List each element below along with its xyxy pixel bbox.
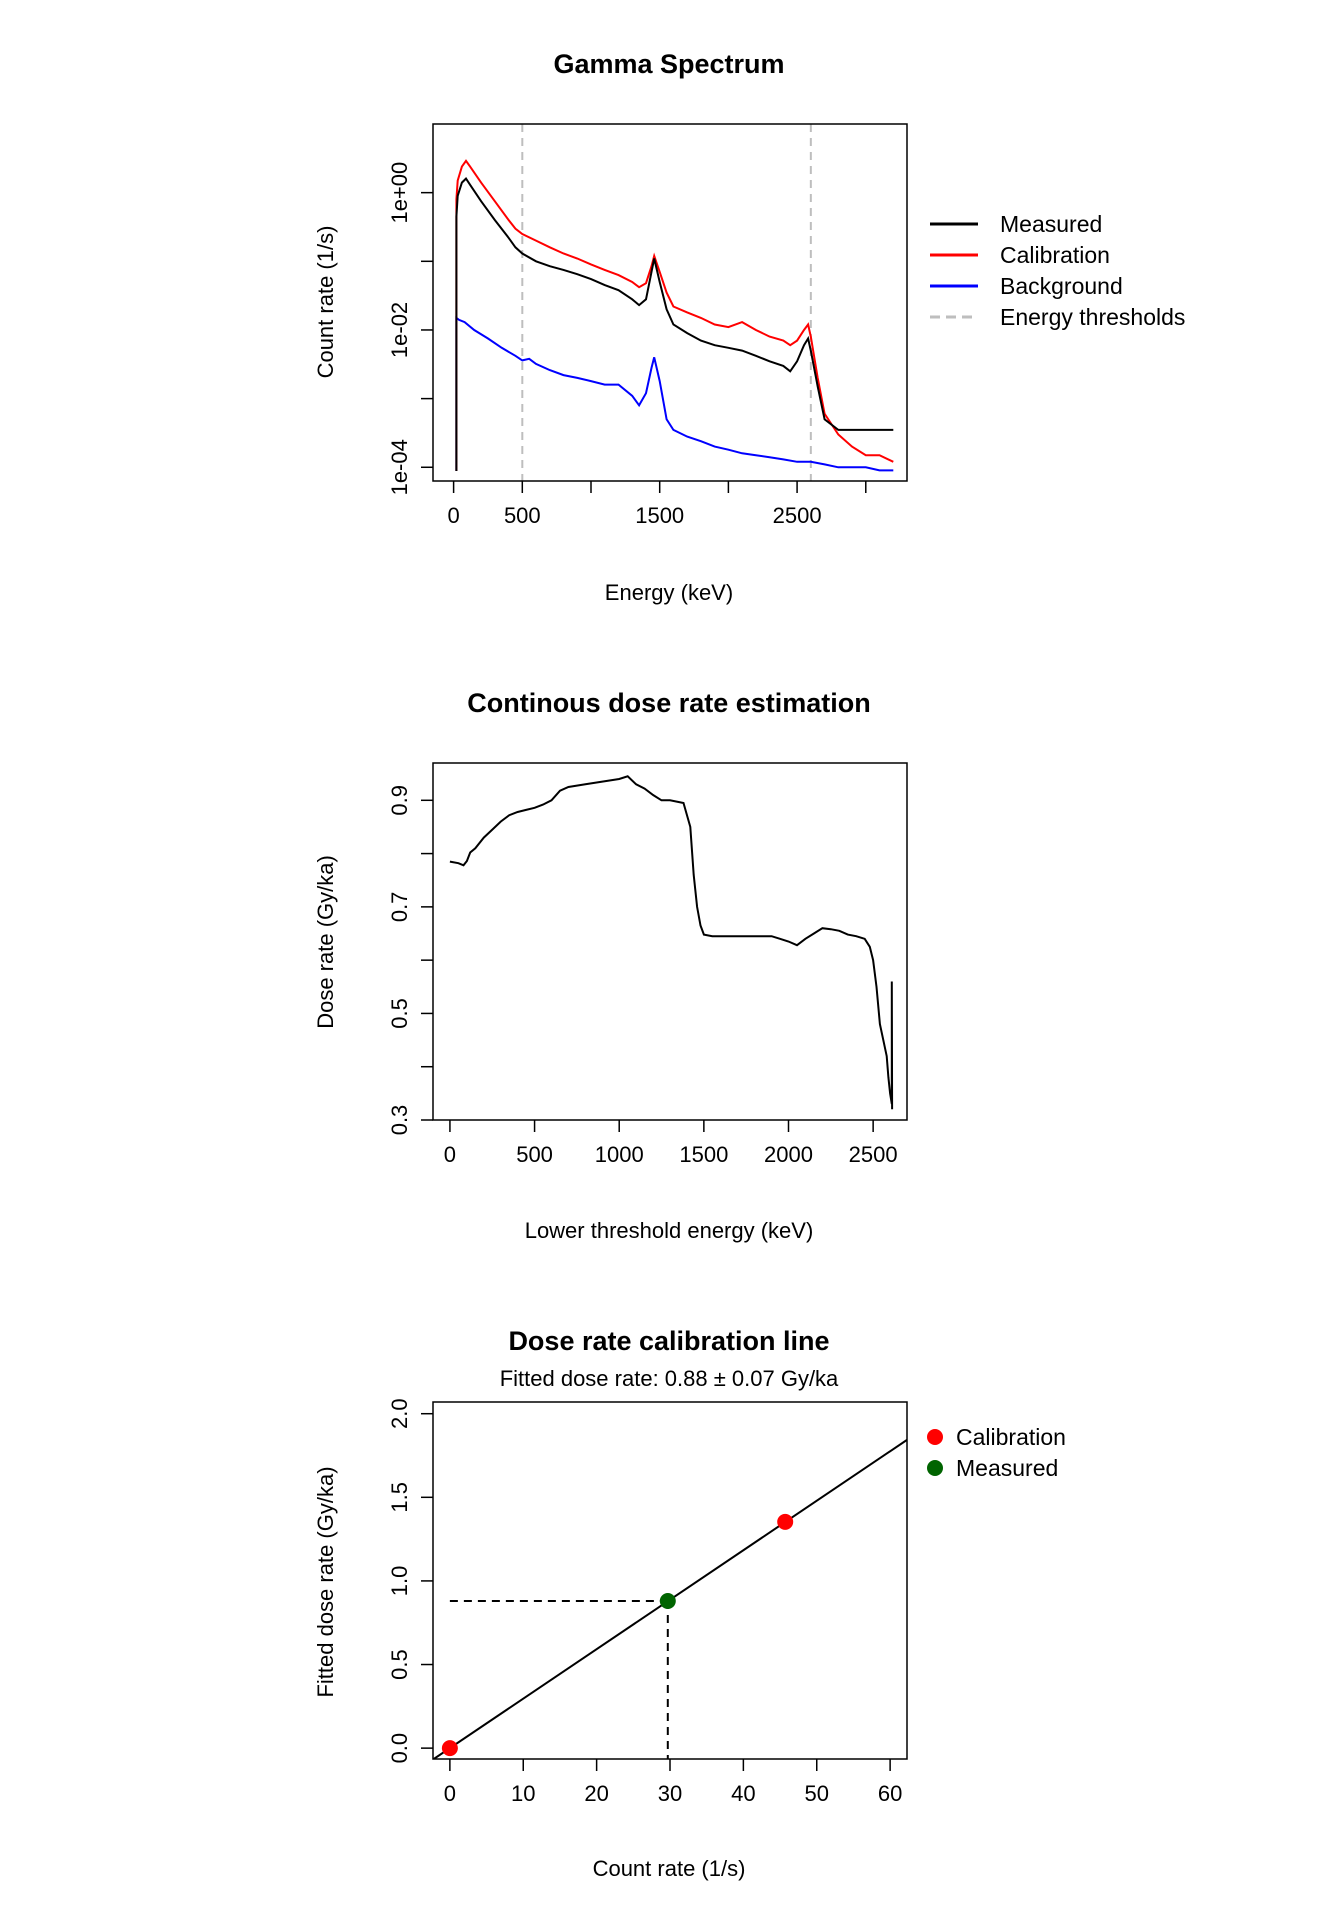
x-axis-label: Energy (keV): [605, 580, 733, 605]
gamma-spectrum-panel: Gamma Spectrum 0 500 1500 2500 1e-041e-021e…: [313, 49, 1185, 605]
legend-label-measured: Measured: [1000, 211, 1102, 237]
legend-label-calibration: Calibration: [956, 1424, 1066, 1450]
plot-box: [432, 762, 908, 1121]
x-tick-label: 0: [444, 1781, 456, 1806]
legend-label-measured: Measured: [956, 1455, 1058, 1481]
x-tick-label: 1500: [679, 1142, 728, 1167]
legend: Measured Calibration Background Energy t…: [930, 211, 1185, 330]
x-tick-label: 2500: [773, 503, 822, 528]
legend-key-measured: [927, 1460, 943, 1476]
x-tick-label: 60: [878, 1781, 902, 1806]
x-tick-label: 40: [731, 1781, 755, 1806]
series-line-background: [455, 315, 894, 472]
y-tick-label: 0.0: [387, 1733, 412, 1764]
point-measured: [659, 1592, 676, 1609]
dose-rate-line: [449, 775, 894, 1110]
y-tick-label: 1e-02: [387, 302, 412, 358]
dose-rate-estimation-panel: Continous dose rate estimation 0 500 1000 1…: [313, 688, 908, 1243]
y-axis: 0.3 0.5 0.7 0.9: [387, 785, 433, 1135]
plot-area: [455, 124, 894, 481]
y-tick-label: 1.5: [387, 1482, 412, 1513]
legend-label-calibration: Calibration: [1000, 242, 1110, 268]
y-tick-label: 0.5: [387, 1649, 412, 1680]
x-tick-label: 0: [447, 503, 459, 528]
y-axis-label: Count rate (1/s): [313, 226, 338, 379]
y-axis-label: Fitted dose rate (Gy/ka): [313, 1466, 338, 1697]
x-axis-label: Count rate (1/s): [593, 1856, 746, 1881]
x-tick-label: 50: [805, 1781, 829, 1806]
x-tick-label: 30: [658, 1781, 682, 1806]
chart-title: Continous dose rate estimation: [467, 688, 871, 718]
y-tick-label: 2.0: [387, 1398, 412, 1429]
x-tick-label: 2000: [764, 1142, 813, 1167]
x-axis-label: Lower threshold energy (keV): [525, 1218, 814, 1243]
y-axis: 0.0 0.5 1.0 1.5 2.0: [387, 1398, 433, 1763]
x-axis: 0 500 1000 1500 2000 2500: [444, 1120, 898, 1167]
point-calibration: [777, 1513, 794, 1530]
y-axis: 1e-04 1e-02 1e+00: [387, 162, 433, 495]
series-line-calibration: [455, 159, 894, 471]
plot-box: [432, 1401, 908, 1760]
x-tick-label: 20: [584, 1781, 608, 1806]
y-tick-label: 0.3: [387, 1105, 412, 1136]
x-tick-label: 0: [444, 1142, 456, 1167]
y-tick-label: 1.0: [387, 1566, 412, 1597]
calibration-line-panel: Dose rate calibration line Fitted dose r…: [313, 1326, 1066, 1881]
plot-area: [433, 1439, 907, 1759]
chart-title: Gamma Spectrum: [553, 49, 784, 79]
x-tick-label: 500: [504, 503, 541, 528]
legend-label-background: Background: [1000, 273, 1123, 299]
plot-box: [432, 123, 908, 482]
series-line-measured: [455, 177, 894, 471]
y-tick-label: 1e+00: [387, 162, 412, 224]
x-axis: 0 500 1500 2500: [447, 481, 867, 528]
x-tick-label: 1000: [595, 1142, 644, 1167]
legend: Calibration Measured: [927, 1424, 1066, 1481]
y-tick-label: 1e-04: [387, 439, 412, 495]
y-tick-label: 0.9: [387, 785, 412, 816]
x-tick-label: 1500: [635, 503, 684, 528]
y-tick-label: 0.7: [387, 892, 412, 923]
legend-key-calibration: [927, 1429, 943, 1445]
y-axis-label: Dose rate (Gy/ka): [313, 855, 338, 1029]
plot-area: [449, 775, 894, 1110]
chart-title: Dose rate calibration line: [508, 1326, 829, 1356]
point-calibration: [441, 1740, 458, 1757]
x-tick-label: 500: [516, 1142, 553, 1167]
chart-subtitle: Fitted dose rate: 0.88 ± 0.07 Gy/ka: [500, 1366, 839, 1391]
legend-label-energy-thresholds: Energy thresholds: [1000, 304, 1185, 330]
x-axis: 0 10 20 30 40 50 60: [444, 1759, 902, 1806]
x-tick-label: 10: [511, 1781, 535, 1806]
x-tick-label: 2500: [849, 1142, 898, 1167]
y-tick-label: 0.5: [387, 998, 412, 1029]
